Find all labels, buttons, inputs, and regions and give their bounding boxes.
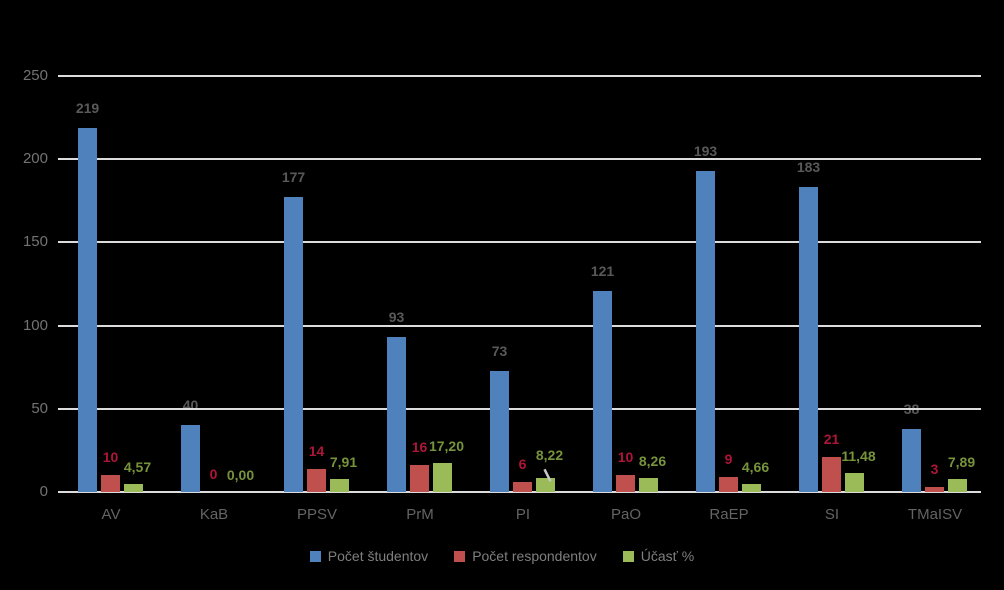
value-label: 9: [724, 451, 733, 468]
bar-TMaISV-s0: [902, 428, 921, 492]
value-label: 40: [182, 397, 199, 414]
bar-RaEP-s2: [742, 484, 761, 492]
legend-item: Počet respondentov: [454, 548, 597, 564]
bar-RaEP-s0: [696, 170, 715, 492]
y-axis-tick-label: 0: [39, 483, 48, 500]
value-label: 7,89: [947, 453, 976, 470]
legend-item: Počet študentov: [309, 548, 429, 564]
gridline: [58, 241, 981, 244]
x-axis-category-label: AV: [101, 506, 121, 523]
bar-PI-s0: [490, 370, 509, 492]
bar-PrM-s1: [410, 465, 429, 492]
y-axis-tick-label: 200: [22, 150, 48, 168]
bar-PaO-s1: [616, 475, 635, 492]
y-axis-tick-label: 50: [31, 399, 48, 417]
value-label: 219: [75, 99, 100, 116]
bar-PI-s2: [536, 478, 555, 492]
x-axis-category-label: PaO: [610, 506, 641, 523]
value-label: 183: [796, 159, 821, 176]
gridline: [58, 75, 981, 77]
value-label: 193: [693, 142, 718, 159]
value-label: 3: [930, 461, 939, 477]
value-label: 6: [518, 456, 527, 473]
legend: Počet študentov Počet respondentov Účasť %: [0, 548, 1004, 564]
value-label: 8,22: [535, 447, 564, 464]
bar-TMaISV-s1: [925, 487, 944, 492]
x-axis-category-label: SI: [824, 506, 840, 523]
value-label: 93: [388, 309, 405, 326]
bar-PI-s1: [513, 482, 532, 492]
bar-AV-s0: [78, 127, 97, 492]
gridline: [58, 324, 981, 327]
value-label: 7,91: [329, 453, 358, 470]
gridline: [58, 407, 981, 410]
bar-SI-s2: [845, 472, 864, 492]
value-label: 16: [411, 439, 428, 456]
x-axis-category-label: KaB: [199, 506, 229, 523]
legend-color-swatch: [454, 550, 466, 562]
gridline: [58, 491, 981, 493]
value-label: 17,20: [428, 438, 465, 455]
bar-PPSV-s2: [330, 478, 349, 492]
value-label: 4,66: [741, 459, 770, 476]
bar-RaEP-s1: [719, 477, 738, 492]
x-axis-category-label: RaEP: [709, 506, 749, 523]
bar-SI-s1: [822, 457, 841, 492]
value-label: 10: [617, 449, 634, 466]
x-axis-category-label: TMaISV: [907, 506, 963, 523]
value-label: 11,48: [841, 447, 876, 464]
bar-PrM-s0: [387, 337, 406, 492]
value-label: 10: [102, 449, 119, 466]
legend-item: Účasť %: [622, 548, 695, 564]
x-axis-category-label: PrM: [406, 506, 434, 523]
value-label: 121: [590, 262, 615, 279]
bar-KaB-s0: [181, 425, 200, 492]
bar-PaO-s2: [639, 478, 658, 492]
y-axis-tick-label: 250: [22, 67, 48, 84]
value-label: 4,57: [123, 459, 152, 476]
bar-PaO-s0: [593, 290, 612, 492]
y-axis-tick-label: 150: [22, 233, 48, 251]
value-label: 21: [823, 431, 840, 448]
legend-label: Účasť %: [640, 548, 695, 564]
legend-color-swatch: [309, 550, 321, 562]
value-label: 0,00: [226, 467, 255, 483]
bar-PrM-s2: [433, 463, 452, 492]
x-axis-category-label: PI: [515, 506, 531, 523]
legend-label: Počet respondentov: [472, 548, 597, 564]
legend-label: Počet študentov: [327, 548, 429, 564]
bar-TMaISV-s2: [948, 478, 967, 492]
x-axis-category-label: PPSV: [296, 506, 338, 523]
bar-PPSV-s0: [284, 197, 303, 492]
bar-PPSV-s1: [307, 468, 326, 492]
bar-SI-s0: [799, 187, 818, 492]
value-label: 14: [308, 442, 325, 459]
legend-color-swatch: [622, 550, 634, 562]
bar-AV-s1: [101, 475, 120, 492]
gridline: [58, 158, 981, 161]
value-label: 0: [209, 466, 218, 482]
value-label: 8,26: [638, 453, 667, 470]
value-label: 73: [491, 342, 508, 359]
bar-AV-s2: [124, 484, 143, 492]
y-axis-tick-label: 100: [22, 316, 48, 334]
value-label: 177: [281, 169, 306, 186]
